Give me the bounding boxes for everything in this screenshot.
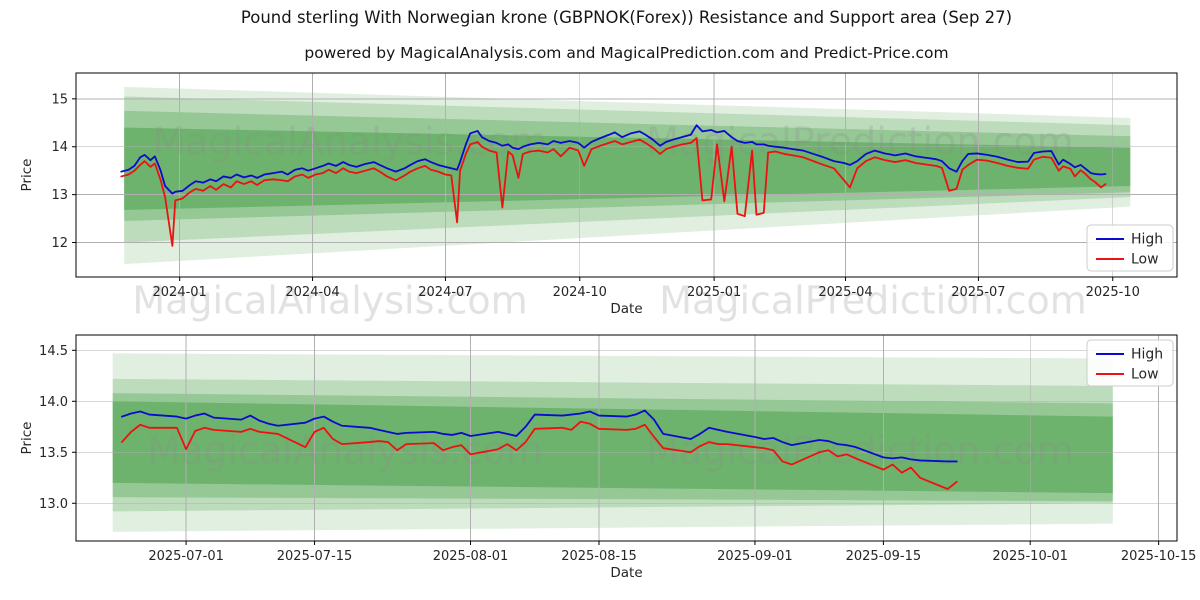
watermark-text: MagicalPrediction.com <box>659 279 1087 323</box>
x-tick-label: 2025-08-15 <box>561 549 637 564</box>
figure-title: Pound sterling With Norwegian krone (GBP… <box>240 8 1013 27</box>
figure-subtitle: powered by MagicalAnalysis.com and Magic… <box>304 44 949 62</box>
x-tick-label: 2025-07-01 <box>148 549 224 564</box>
overview-band-3 <box>124 110 1131 221</box>
detail-band-2 <box>112 378 1113 512</box>
overview-plot-border <box>75 72 1178 278</box>
detail-band-1 <box>112 353 1113 532</box>
x-tick-label: 2025-07-15 <box>277 549 353 564</box>
overview-high-series-line <box>120 124 1107 195</box>
overview-legend: High Low <box>1086 224 1174 272</box>
watermark-layer: MagicalAnalysis.com MagicalPrediction.com… <box>132 120 1086 473</box>
y-tick-label: 12 <box>51 236 68 251</box>
overview-band-4 <box>124 127 1131 210</box>
detail-band-3 <box>112 393 1113 502</box>
detail-plot-border <box>75 334 1178 542</box>
detail-band-4 <box>112 401 1113 494</box>
watermark-text: MagicalPrediction.com <box>646 120 1074 164</box>
watermark-text: MagicalAnalysis.com <box>132 279 527 323</box>
overview-yaxis-label: Price <box>19 159 35 192</box>
y-tick-label: 13.0 <box>39 497 68 512</box>
x-tick-label: 2025-07 <box>951 285 1005 300</box>
detail-xaxis-label: Date <box>610 565 642 581</box>
overview-xaxis-label: Date <box>610 301 642 317</box>
x-tick-label: 2025-08-01 <box>433 549 509 564</box>
detail-chart: 2025-07-01 2025-07-15 2025-08-01 2025-08-15… <box>19 334 1197 581</box>
y-tick-label: 13 <box>51 188 68 203</box>
x-tick-label: 2025-10-01 <box>992 549 1068 564</box>
detail-low-series-line <box>120 420 958 490</box>
y-tick-label: 14.0 <box>39 395 68 410</box>
overview-chart: 2024-01 2024-04 2024-07 2024-10 2025-01 2025-… <box>19 72 1178 317</box>
watermark-text: MagicalAnalysis.com <box>147 429 542 473</box>
detail-high-series-line <box>120 409 958 463</box>
legend-label-low: Low <box>1131 252 1159 268</box>
overview-band-2 <box>124 96 1131 243</box>
x-tick-label: 2024-04 <box>285 285 339 300</box>
watermark-text: MagicalAnalysis.com <box>152 120 547 164</box>
x-tick-label: 2025-04 <box>818 285 872 300</box>
overview-chart-background <box>76 73 1177 277</box>
overview-low-series-line <box>120 137 1107 247</box>
detail-chart-background <box>76 335 1177 541</box>
y-tick-label: 14 <box>51 140 68 155</box>
x-tick-label: 2024-07 <box>418 285 472 300</box>
detail-yaxis-label: Price <box>19 422 35 455</box>
y-tick-label: 13.5 <box>39 446 68 461</box>
y-tick-label: 14.5 <box>39 344 68 359</box>
y-tick-label: 15 <box>51 92 68 107</box>
x-tick-label: 2025-01 <box>687 285 741 300</box>
x-tick-label: 2024-01 <box>153 285 207 300</box>
detail-legend: High Low <box>1086 339 1174 387</box>
legend-label-low: Low <box>1131 367 1159 383</box>
x-tick-label: 2025-10 <box>1086 285 1140 300</box>
x-tick-label: 2025-09-15 <box>846 549 922 564</box>
watermark-text: MagicalPrediction.com <box>646 429 1074 473</box>
x-tick-label: 2025-09-01 <box>717 549 793 564</box>
legend-label-high: High <box>1131 232 1163 248</box>
x-tick-label: 2025-10-15 <box>1121 549 1197 564</box>
overview-band-1 <box>124 86 1131 265</box>
legend-label-high: High <box>1131 347 1163 363</box>
x-tick-label: 2024-10 <box>553 285 607 300</box>
